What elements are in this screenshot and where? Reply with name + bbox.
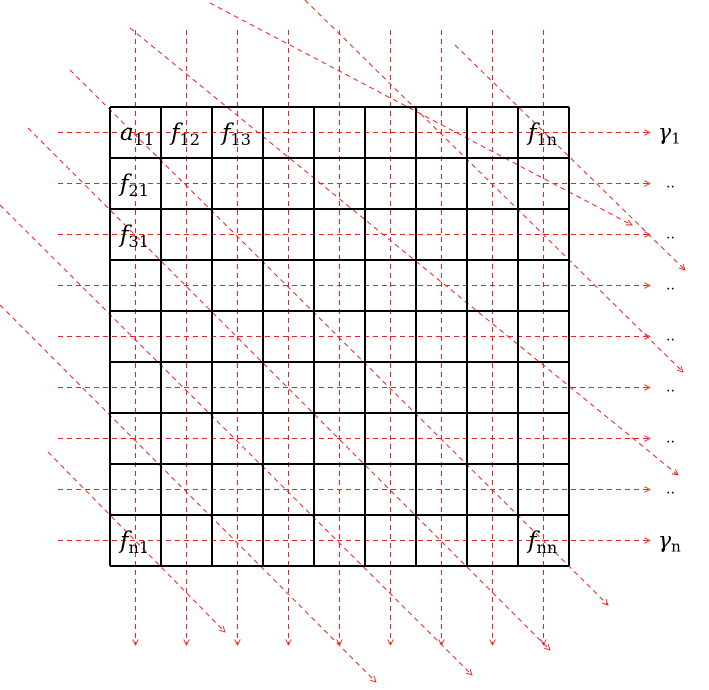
column-arrows xyxy=(136,30,544,645)
entry-subscript: 1n xyxy=(537,130,557,149)
row-gamma-label: γ1 xyxy=(658,121,681,148)
diagonal-arrow xyxy=(27,127,550,650)
matrix-entry: a11 xyxy=(120,120,154,149)
entry-symbol: f xyxy=(118,171,132,197)
entry-subscript: 11 xyxy=(134,130,154,149)
entry-subscript: 13 xyxy=(231,130,251,149)
matrix-entry: f13 xyxy=(220,120,251,149)
entry-subscript: nn xyxy=(537,538,558,557)
entry-symbol: f xyxy=(118,222,132,248)
entry-subscript: 31 xyxy=(129,232,149,251)
row-ellipsis: .. xyxy=(666,227,675,243)
entry-subscript: 21 xyxy=(129,181,149,200)
entry-symbol: f xyxy=(526,120,540,146)
diagonal-arrow xyxy=(0,204,472,675)
row-gamma-label: γn xyxy=(658,529,681,556)
gamma-symbol: γ xyxy=(658,121,672,146)
row-ellipsis: .. xyxy=(666,482,675,498)
diagonal-arrow xyxy=(47,451,225,632)
matrix-entry: f12 xyxy=(169,120,200,149)
matrix-grid xyxy=(109,106,570,567)
row-ellipsis: .. xyxy=(666,329,675,345)
matrix-entry: f31 xyxy=(118,222,149,251)
entry-symbol: a xyxy=(120,120,134,146)
entry-symbol: f xyxy=(118,528,132,554)
row-ellipsis: .. xyxy=(666,431,675,447)
entry-symbol: f xyxy=(526,528,540,554)
matrix-entry: fnn xyxy=(526,528,557,557)
diagonal-arrow xyxy=(304,0,683,372)
row-result-labels: γ1..............γn xyxy=(658,121,681,556)
entry-subscript: n1 xyxy=(129,538,149,557)
gamma-subscript: n xyxy=(671,538,681,556)
matrix-entry: fn1 xyxy=(118,528,149,557)
entry-symbol: f xyxy=(220,120,234,146)
row-ellipsis: .. xyxy=(666,380,675,396)
row-ellipsis: .. xyxy=(666,176,675,192)
diagonal-arrow xyxy=(0,304,376,682)
matrix-entry: f21 xyxy=(118,171,149,200)
gamma-subscript: 1 xyxy=(671,130,681,148)
diagonal-arrow xyxy=(129,27,678,475)
entry-subscript: 12 xyxy=(180,130,200,149)
gamma-symbol: γ xyxy=(658,529,672,554)
entry-symbol: f xyxy=(169,120,183,146)
matrix-entry: f1n xyxy=(526,120,557,149)
row-ellipsis: .. xyxy=(666,278,675,294)
diagonal-arrows xyxy=(0,0,685,682)
